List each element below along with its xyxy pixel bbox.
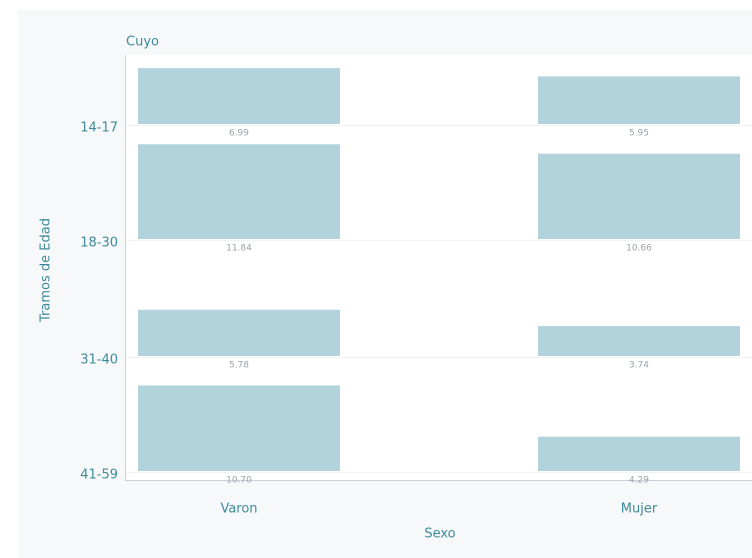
value-label: 5.95 [629, 129, 649, 139]
value-label: 4.29 [629, 476, 649, 486]
value-label: 5.78 [229, 361, 249, 371]
bar [538, 153, 740, 239]
bar [538, 436, 740, 471]
x-axis-title: Sexo [424, 527, 455, 542]
bar [138, 385, 340, 471]
x-tick-label: Varon [220, 502, 257, 517]
value-label: 6.99 [229, 129, 249, 139]
bar [538, 76, 740, 124]
value-label: 10.66 [626, 244, 652, 254]
y-tick-label: 18-30 [80, 236, 118, 251]
y-tick-label: 31-40 [80, 353, 118, 368]
y-axis-title: Tramos de Edad [39, 218, 54, 323]
chart-title: Cuyo [126, 35, 159, 50]
bar [138, 309, 340, 356]
y-tick-label: 14-17 [80, 121, 118, 136]
value-label: 3.74 [629, 361, 649, 371]
value-label: 11.84 [226, 244, 252, 254]
bar [138, 68, 340, 124]
value-label: 10.70 [226, 476, 252, 486]
bar [538, 326, 740, 356]
x-tick-label: Mujer [621, 502, 658, 517]
y-tick-label: 41-59 [80, 468, 118, 483]
bar [138, 144, 340, 239]
